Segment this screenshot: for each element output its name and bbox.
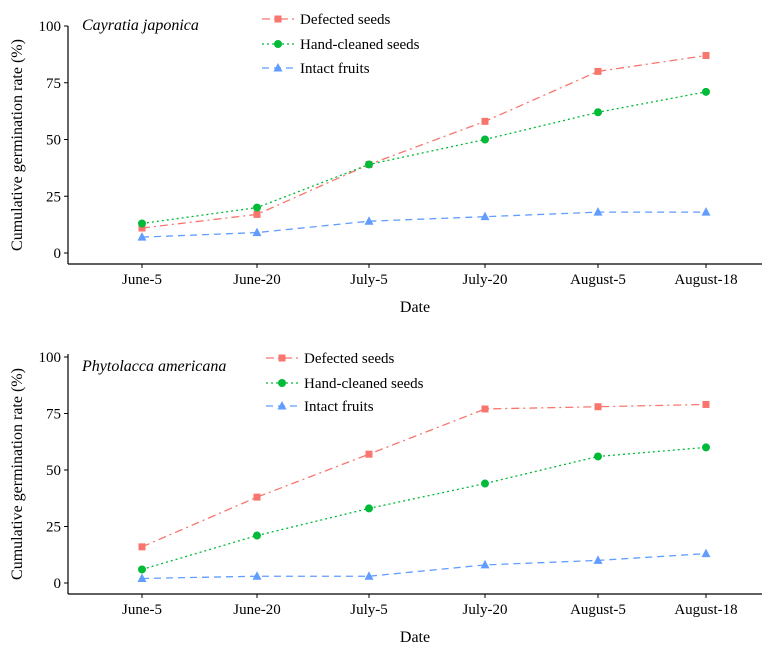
y-tick-label: 50 <box>46 133 61 149</box>
x-tick-label: July-20 <box>463 602 508 618</box>
chart-panel-1: 0 25 50 75 100 June-5 June-20 July-5 July-20 Augu… <box>9 12 762 316</box>
x-tick-label: August-5 <box>570 272 626 288</box>
legend-label: Hand-cleaned seeds <box>304 376 424 392</box>
series-line <box>141 552 707 580</box>
x-tick-label: June-20 <box>233 272 281 288</box>
legend-item: Intact fruits <box>262 61 370 77</box>
data-point <box>365 504 373 513</box>
y-axis-title: Cumulative germination rate (%) <box>9 368 26 580</box>
y-tick-label: 100 <box>39 19 62 35</box>
series-intact-fruits <box>137 207 711 241</box>
data-point <box>365 160 373 169</box>
data-point <box>480 211 490 221</box>
data-point <box>138 543 146 551</box>
y-tick-label: 25 <box>46 520 61 536</box>
panel-title: Cayratia japonica <box>82 17 199 34</box>
data-point <box>365 450 373 458</box>
x-tick-label: July-20 <box>463 272 508 288</box>
legend-item: Hand-cleaned seeds <box>266 376 424 392</box>
data-point <box>481 479 489 488</box>
series-hand-cleaned-seeds <box>138 87 710 228</box>
data-point <box>138 219 146 228</box>
data-point <box>702 52 710 60</box>
data-point <box>594 452 602 461</box>
legend-marker <box>278 354 286 362</box>
series-line <box>141 211 706 238</box>
series-line <box>141 54 707 229</box>
series-intact-fruits <box>137 548 711 582</box>
legend-label: Defected seeds <box>300 12 391 28</box>
x-tick-label: August-5 <box>570 602 626 618</box>
series-line <box>141 91 707 225</box>
legend-item: Hand-cleaned seeds <box>262 37 420 53</box>
x-tick-label: July-5 <box>350 272 388 288</box>
data-point <box>253 203 261 212</box>
panel-title: Phytolacca americana <box>81 358 226 375</box>
data-point <box>138 224 146 232</box>
x-tick-label: August-18 <box>674 272 737 288</box>
series-hand-cleaned-seeds <box>138 443 710 574</box>
data-point <box>253 531 261 540</box>
data-point <box>593 555 603 564</box>
series-line <box>141 403 707 548</box>
legend-marker <box>273 63 283 72</box>
chart-panel-2: 0 25 50 75 100 June-5 June-20 July-5 July-20 Augu… <box>9 350 762 646</box>
data-point <box>252 227 262 237</box>
legend-marker <box>277 401 287 410</box>
series-defected-seeds <box>138 52 710 232</box>
data-point <box>594 403 602 411</box>
data-point <box>137 573 147 582</box>
x-tick-label: July-5 <box>350 602 388 618</box>
x-axis-title: Date <box>400 299 430 316</box>
data-point <box>364 571 374 580</box>
legend-label: Defected seeds <box>304 351 395 367</box>
data-point <box>480 559 490 569</box>
data-point <box>702 400 710 408</box>
data-point <box>252 571 262 580</box>
data-point <box>702 443 710 452</box>
legend-item: Defected seeds <box>266 351 395 367</box>
data-point <box>702 87 710 96</box>
x-tick-label: August-18 <box>674 602 737 618</box>
legend-item: Intact fruits <box>266 399 374 415</box>
y-tick-label: 100 <box>39 350 62 366</box>
series-line <box>141 446 707 571</box>
legend-marker <box>274 15 282 23</box>
data-point <box>481 117 489 125</box>
data-point <box>593 207 603 216</box>
x-tick-label: June-5 <box>122 272 162 288</box>
data-point <box>701 207 711 216</box>
legend-label: Hand-cleaned seeds <box>300 37 420 53</box>
y-tick-label: 50 <box>46 463 61 479</box>
data-point <box>253 493 261 501</box>
legend-label: Intact fruits <box>304 399 374 415</box>
series-defected-seeds <box>138 400 710 551</box>
y-tick-label: 75 <box>46 407 61 423</box>
data-point <box>137 232 147 241</box>
y-tick-label: 0 <box>54 246 62 262</box>
x-tick-label: June-5 <box>122 602 162 618</box>
data-point <box>481 405 489 413</box>
y-tick-label: 75 <box>46 76 61 92</box>
legend-label: Intact fruits <box>300 61 370 77</box>
data-point <box>253 210 261 218</box>
legend-marker <box>274 40 282 48</box>
data-point <box>364 216 374 225</box>
y-tick-label: 25 <box>46 189 61 205</box>
data-point <box>594 108 602 117</box>
x-axis-title: Date <box>400 629 430 646</box>
legend-item: Defected seeds <box>262 12 391 28</box>
y-tick-label: 0 <box>54 576 62 592</box>
x-tick-label: June-20 <box>233 602 281 618</box>
y-axis-title: Cumulative germination rate (%) <box>9 39 26 251</box>
data-point <box>481 135 489 144</box>
legend-marker <box>278 379 286 387</box>
data-point <box>701 548 711 558</box>
data-point <box>594 67 602 75</box>
data-point <box>138 565 146 574</box>
